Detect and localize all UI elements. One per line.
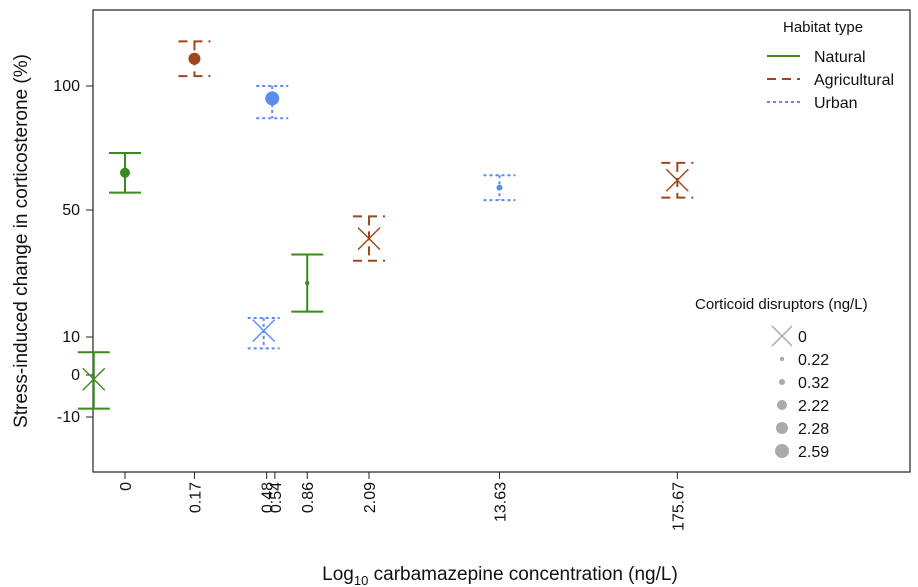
legend-disruptor-label: 2.22 <box>798 398 829 415</box>
legend-disruptor-label: 0.32 <box>798 375 829 392</box>
x-tick-label: 0 <box>118 482 135 491</box>
legend-habitat: Habitat type Natural Agricultural Urban <box>767 19 894 112</box>
data-point-point <box>265 91 280 106</box>
x-axis-label: Log10 carbamazepine concentration (ng/L) <box>322 564 678 587</box>
x-axis: 0 0.17 0.480.54 0.86 2.09 13.63 175.67 <box>118 472 687 531</box>
data-point-point <box>120 167 130 178</box>
y-tick-label: -10 <box>57 409 80 426</box>
x-tick-label: 13.63 <box>492 482 509 522</box>
legend-label-urban: Urban <box>814 95 858 112</box>
legend-marker-x <box>771 325 793 347</box>
y-tick-label: 100 <box>53 78 80 95</box>
y-axis-label: Stress-induced change in corticosterone … <box>11 54 32 428</box>
data-point-natural <box>77 351 110 410</box>
legend-disruptor-label: 2.28 <box>798 421 829 438</box>
data-point-x-marker <box>357 227 381 251</box>
legend-disruptor-label: 0.22 <box>798 352 829 369</box>
x-tick-label: 0.48 <box>260 482 277 513</box>
data-point-agricultural <box>353 215 386 262</box>
legend-habitat-title: Habitat type <box>783 19 863 36</box>
y-tick-label: 50 <box>62 202 80 219</box>
legend-marker-dot <box>776 422 788 434</box>
data-point-urban <box>256 85 289 120</box>
data-point-point <box>188 52 201 65</box>
y-tick-label: 0 <box>71 367 80 384</box>
x-tick-label: 0.54 <box>268 482 285 513</box>
data-point-agricultural <box>178 40 211 78</box>
legend-marker-dot <box>779 356 785 362</box>
x-tick-label: 0.17 <box>187 482 204 513</box>
x-axis-label-main: Log <box>322 564 354 585</box>
x-axis-label-subscript: 10 <box>354 573 368 587</box>
data-series <box>77 40 694 410</box>
data-point-urban <box>247 316 280 350</box>
legend-marker-dot <box>777 400 787 410</box>
legend-marker-dot <box>779 379 785 385</box>
x-tick-label: 175.67 <box>670 482 687 531</box>
data-point-x-marker <box>252 319 276 343</box>
data-point-x-marker <box>82 367 106 391</box>
x-axis-label-rest: carbamazepine concentration (ng/L) <box>368 564 677 585</box>
data-point-x-marker <box>665 168 689 192</box>
plot-frame <box>92 9 911 473</box>
legend-label-agricultural: Agricultural <box>814 72 894 89</box>
legend-disruptor-label: 2.59 <box>798 444 829 461</box>
data-point-agricultural <box>661 161 694 199</box>
data-point-natural <box>291 253 324 313</box>
y-tick-label: 10 <box>62 329 80 346</box>
legend-disruptor-label: 0 <box>798 329 807 346</box>
data-point-point <box>305 280 310 286</box>
x-tick-label: 0.86 <box>300 482 317 513</box>
data-point-natural <box>109 151 141 194</box>
legend-marker-dot <box>775 444 789 458</box>
legend-disruptors: Corticoid disruptors (ng/L) 0 0.22 0.32 2.2… <box>695 296 868 461</box>
legend-label-natural: Natural <box>814 49 866 66</box>
x-tick-label: 2.09 <box>362 482 379 513</box>
legend-disruptors-title: Corticoid disruptors (ng/L) <box>695 296 868 313</box>
data-point-urban <box>483 174 516 202</box>
data-point-point <box>496 184 503 191</box>
